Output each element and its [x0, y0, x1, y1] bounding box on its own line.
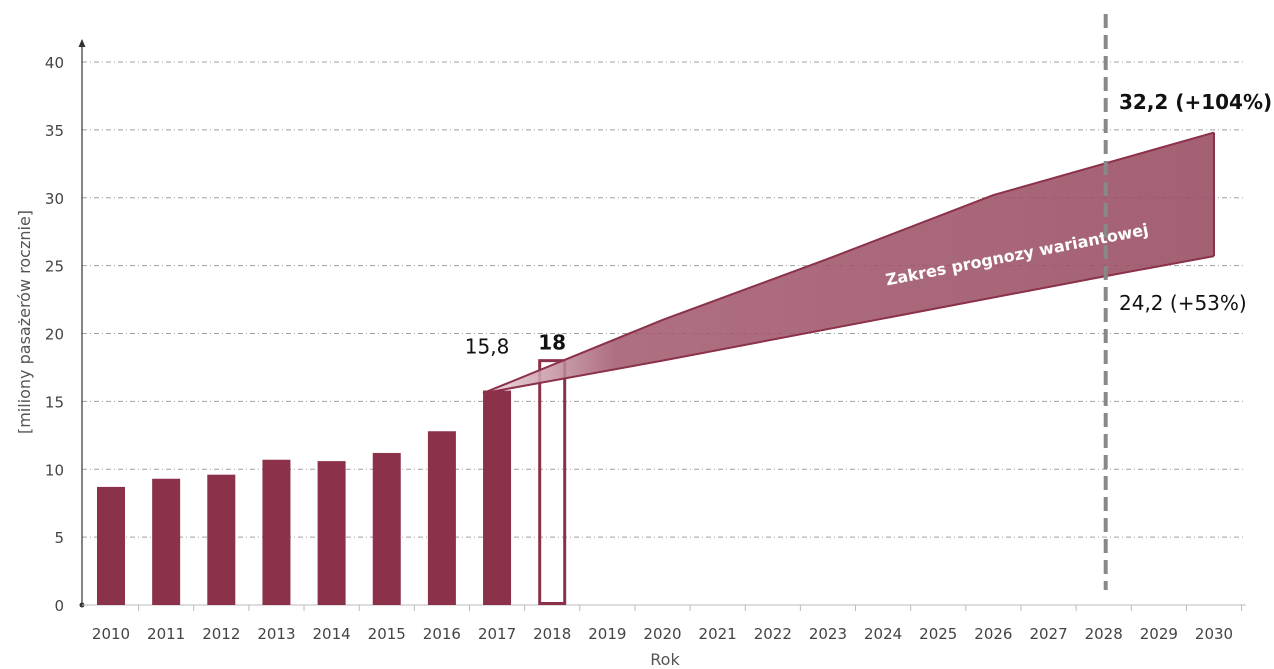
bar	[427, 431, 456, 605]
bar-value-label: 15,8	[465, 335, 510, 359]
x-tick-label: 2021	[699, 625, 737, 643]
x-tick-label: 2011	[147, 625, 185, 643]
y-tick-label: 25	[45, 258, 64, 276]
data-labels: 15,8 18	[465, 331, 566, 359]
x-tick-label: 2027	[1029, 625, 1067, 643]
x-tick-label: 2022	[754, 625, 792, 643]
x-tick-label: 2023	[809, 625, 847, 643]
x-tick-label: 2018	[533, 625, 571, 643]
y-tick-label: 0	[54, 597, 64, 615]
x-tick-label: 2019	[588, 625, 626, 643]
bar	[483, 390, 512, 605]
reference-lower-label: 24,2 (+53%)	[1119, 291, 1247, 315]
bar	[372, 452, 401, 605]
x-tick-label: 2012	[202, 625, 240, 643]
bar-value-label-highlight: 18	[538, 331, 566, 355]
bar	[262, 459, 291, 605]
x-tick-label: 2014	[313, 625, 351, 643]
y-tick-label: 30	[45, 190, 64, 208]
x-tick-label: 2016	[423, 625, 461, 643]
x-tick-label: 2010	[92, 625, 130, 643]
x-tick-label: 2025	[919, 625, 957, 643]
grid-lines	[82, 61, 1246, 538]
y-tick-label: 5	[54, 529, 64, 547]
x-axis-title: Rok	[650, 650, 680, 669]
y-tick-label: 10	[45, 461, 64, 479]
y-tick-label: 20	[45, 326, 64, 344]
y-axis-arrow	[78, 39, 86, 47]
x-tick-label: 2029	[1140, 625, 1178, 643]
bar	[152, 478, 181, 605]
x-tick-label: 2028	[1085, 625, 1123, 643]
forecast-upper-line	[482, 131, 1215, 395]
y-axis-title: [miliony pasażerów rocznie]	[15, 210, 34, 434]
bar	[207, 474, 236, 605]
forecast-lower-line	[482, 255, 1215, 395]
bars	[97, 359, 567, 605]
x-tick-label: 2024	[864, 625, 902, 643]
y-tick-label: 40	[45, 54, 64, 72]
forecast-band-area	[483, 132, 1214, 394]
x-axis: 2010 2011 2012 2013 2014 2015 2016 2017 2018 2019…	[82, 604, 1246, 643]
y-axis: 0 5 10 15 20 25 30 35 40	[45, 39, 86, 615]
reference-line-group: 32,2 (+104%) 24,2 (+53%)	[1103, 14, 1272, 590]
x-tick-label: 2017	[478, 625, 516, 643]
reference-upper-label: 32,2 (+104%)	[1119, 90, 1272, 114]
bar-outlined	[538, 359, 567, 605]
y-tick-label: 15	[45, 393, 64, 411]
bar	[317, 461, 346, 605]
x-tick-label: 2015	[368, 625, 406, 643]
x-tick-label: 2030	[1195, 625, 1233, 643]
x-tick-label: 2026	[974, 625, 1012, 643]
bar	[97, 486, 125, 605]
y-tick-label: 35	[45, 122, 64, 140]
x-tick-label: 2013	[257, 625, 295, 643]
x-tick-label: 2020	[643, 625, 681, 643]
